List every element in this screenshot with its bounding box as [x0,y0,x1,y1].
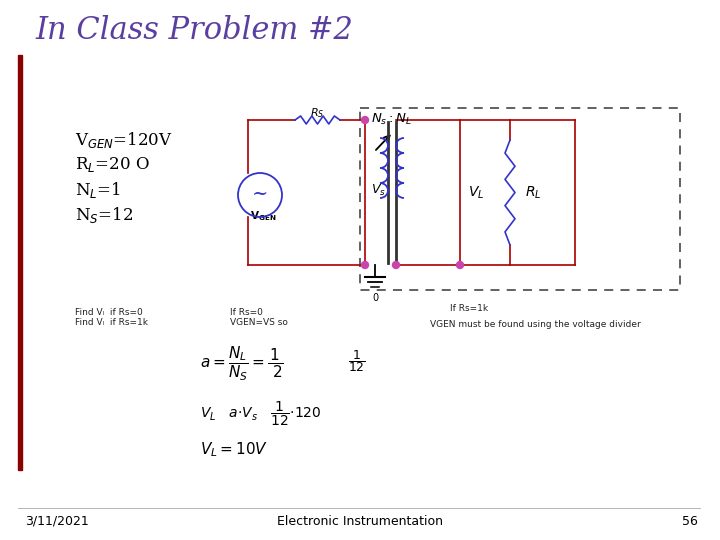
Bar [18,55,22,470]
Text: If Rs=1k: If Rs=1k [450,304,488,313]
Text: N$_S$=12: N$_S$=12 [75,205,133,225]
Text: If Rs=0: If Rs=0 [230,308,263,317]
Text: $R_L$: $R_L$ [525,185,541,201]
Text: 0: 0 [372,293,378,303]
Text: 56: 56 [682,515,698,528]
Text: Find Vₗ  if Rs=0: Find Vₗ if Rs=0 [75,308,143,317]
Text: $\mathbf{V_{GEN}}$: $\mathbf{V_{GEN}}$ [250,209,276,223]
Text: $V_L = 10V$: $V_L = 10V$ [200,440,269,458]
Bar [360,108,680,290]
Text: V$_{GEN}$=120V: V$_{GEN}$=120V [75,130,173,150]
Circle shape [361,117,369,124]
Text: Find Vₗ  if Rs=1k: Find Vₗ if Rs=1k [75,318,148,327]
Text: $R_S$: $R_S$ [310,106,325,120]
Text: R$_L$=20 O: R$_L$=20 O [75,155,150,174]
Text: VGEN must be found using the voltage divider: VGEN must be found using the voltage div… [430,320,641,329]
Text: N$_L$=1: N$_L$=1 [75,180,121,200]
Text: VGEN=VS so: VGEN=VS so [230,318,288,327]
Text: 3/11/2021: 3/11/2021 [25,515,89,528]
Text: $a = \dfrac{N_L}{N_S} = \dfrac{1}{\ 2}$: $a = \dfrac{N_L}{N_S} = \dfrac{1}{\ 2}$ [200,345,284,383]
Text: $V_L \quad a{\cdot}V_s \quad \dfrac{1}{12}{\cdot}120$: $V_L \quad a{\cdot}V_s \quad \dfrac{1}{1… [200,400,321,428]
Text: $V_L$: $V_L$ [468,185,485,201]
Circle shape [392,261,400,268]
Text: In Class Problem #2: In Class Problem #2 [35,15,353,46]
Text: $\dfrac{1}{12}$: $\dfrac{1}{12}$ [348,348,366,374]
Text: $N_s:N_L$: $N_s:N_L$ [372,112,413,127]
Text: $V_s$: $V_s$ [371,183,385,198]
Circle shape [361,261,369,268]
Text: ~: ~ [252,185,268,203]
Circle shape [456,261,464,268]
Text: Electronic Instrumentation: Electronic Instrumentation [277,515,443,528]
